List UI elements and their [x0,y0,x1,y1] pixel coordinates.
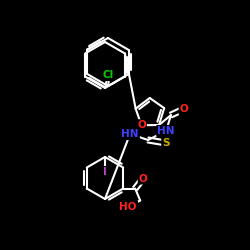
Text: O: O [139,174,147,184]
Text: O: O [180,104,188,114]
Text: HN: HN [157,126,175,136]
Text: S: S [162,138,170,148]
Text: HN: HN [121,129,139,139]
Text: Cl: Cl [102,70,114,80]
Text: HO: HO [120,202,137,211]
Text: I: I [103,167,107,177]
Text: O: O [137,120,146,130]
